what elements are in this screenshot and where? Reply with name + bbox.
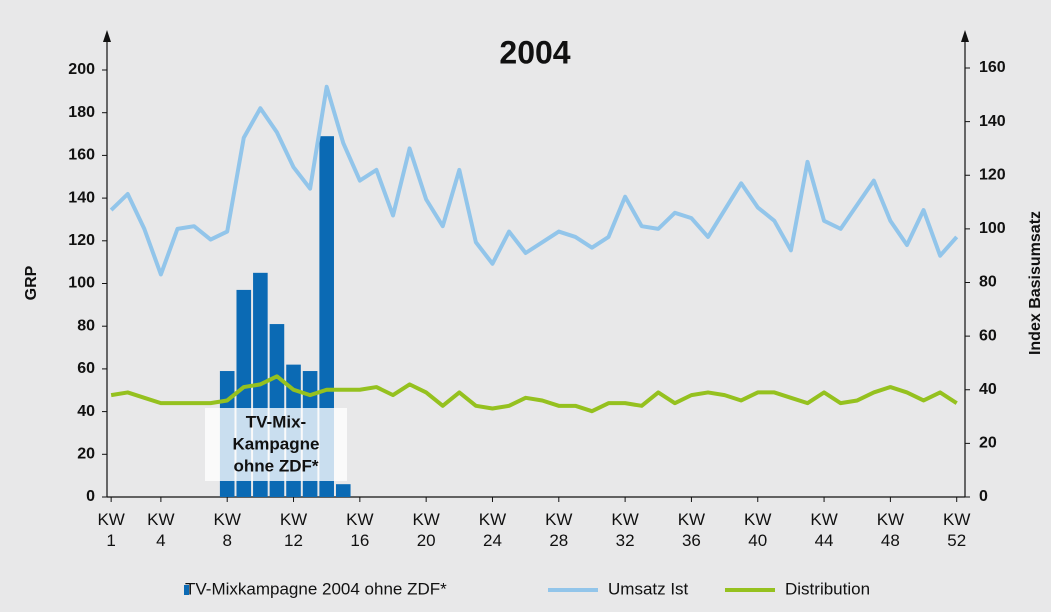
- x-tick-label-box: KW 20: [412, 510, 440, 550]
- x-tick-label: KW 24: [478, 510, 507, 550]
- annotation: ohne ZDF*: [234, 456, 319, 475]
- y-tick-label: 40: [77, 403, 95, 420]
- x-tick-label-box: KW 24: [478, 510, 507, 550]
- annotation: Kampagne: [233, 434, 320, 453]
- x-tick-label-box: KW 4: [147, 510, 175, 550]
- annotation: TV-Mix-: [246, 412, 306, 431]
- x-tick-label: KW 1: [97, 510, 125, 550]
- x-tick-label: KW 20: [412, 510, 440, 550]
- y-tick-label: 140: [68, 189, 95, 206]
- y-tick-label: 80: [77, 317, 95, 334]
- line: [109, 84, 959, 277]
- y-tick-label: 100: [68, 275, 95, 292]
- x-tick-label: KW 28: [545, 510, 573, 550]
- x-tick-label-box: KW 16: [346, 510, 374, 550]
- x-tick-label-box: KW 36: [677, 510, 706, 550]
- x-tick-label-box: KW 48: [876, 510, 905, 550]
- y2-axis-label: Index Basisumsatz: [1027, 211, 1044, 355]
- legend-swatch: [184, 585, 189, 595]
- y2-tick-label: 120: [979, 166, 1006, 183]
- legend-label: Umsatz Ist: [608, 579, 689, 598]
- y2-axis-arrow: [961, 30, 969, 42]
- chart-title: 2004: [499, 34, 570, 70]
- x-tick-label-box: KW 8: [213, 510, 241, 550]
- x-tick-label: KW 40: [744, 510, 772, 550]
- y-tick-label: 120: [68, 232, 95, 249]
- x-tick-label-box: KW 32: [611, 510, 639, 550]
- bar: [335, 484, 351, 497]
- x-tick-label: KW 36: [677, 510, 706, 550]
- annotation-box: [205, 408, 347, 481]
- y-tick-label: 200: [68, 61, 95, 78]
- x-tick-label: KW 52: [943, 510, 971, 550]
- x-tick-label: KW 16: [346, 510, 374, 550]
- x-tick-label: KW 4: [147, 510, 175, 550]
- y-axis-label: GRP: [23, 265, 40, 300]
- y-tick-label: 180: [68, 104, 95, 121]
- legend-label: Distribution: [785, 579, 870, 598]
- y2-tick-label: 140: [979, 113, 1006, 130]
- y2-tick-label: 80: [979, 274, 997, 291]
- x-tick-label-box: KW 28: [545, 510, 573, 550]
- y2-tick-label: 40: [979, 381, 997, 398]
- x-tick-label-box: KW 1: [97, 510, 125, 550]
- y2-tick-label: 60: [979, 327, 997, 344]
- y-tick-label: 60: [77, 360, 95, 377]
- y-axis-arrow: [103, 30, 111, 42]
- line: [110, 374, 958, 414]
- x-tick-label: KW 12: [279, 510, 308, 550]
- y2-tick-label: 100: [979, 220, 1006, 237]
- x-tick-label-box: KW 44: [810, 510, 838, 550]
- x-tick-label: KW 44: [810, 510, 838, 550]
- y-tick-label: 0: [86, 488, 95, 505]
- y2-tick-label: 20: [979, 435, 997, 452]
- bar: [319, 136, 334, 497]
- x-tick-label: KW 8: [213, 510, 241, 550]
- y2-tick-label: 0: [979, 488, 988, 505]
- x-tick-label-box: KW 12: [279, 510, 308, 550]
- legend-label: TV-Mixkampagne 2004 ohne ZDF*: [185, 579, 447, 598]
- y-tick-label: 20: [77, 446, 95, 463]
- x-tick-label-box: KW 40: [744, 510, 772, 550]
- x-tick-label: KW 32: [611, 510, 639, 550]
- y-tick-label: 160: [68, 147, 95, 164]
- x-tick-label-box: KW 52: [943, 510, 971, 550]
- y2-tick-label: 160: [979, 59, 1006, 76]
- x-tick-label: KW 48: [876, 510, 905, 550]
